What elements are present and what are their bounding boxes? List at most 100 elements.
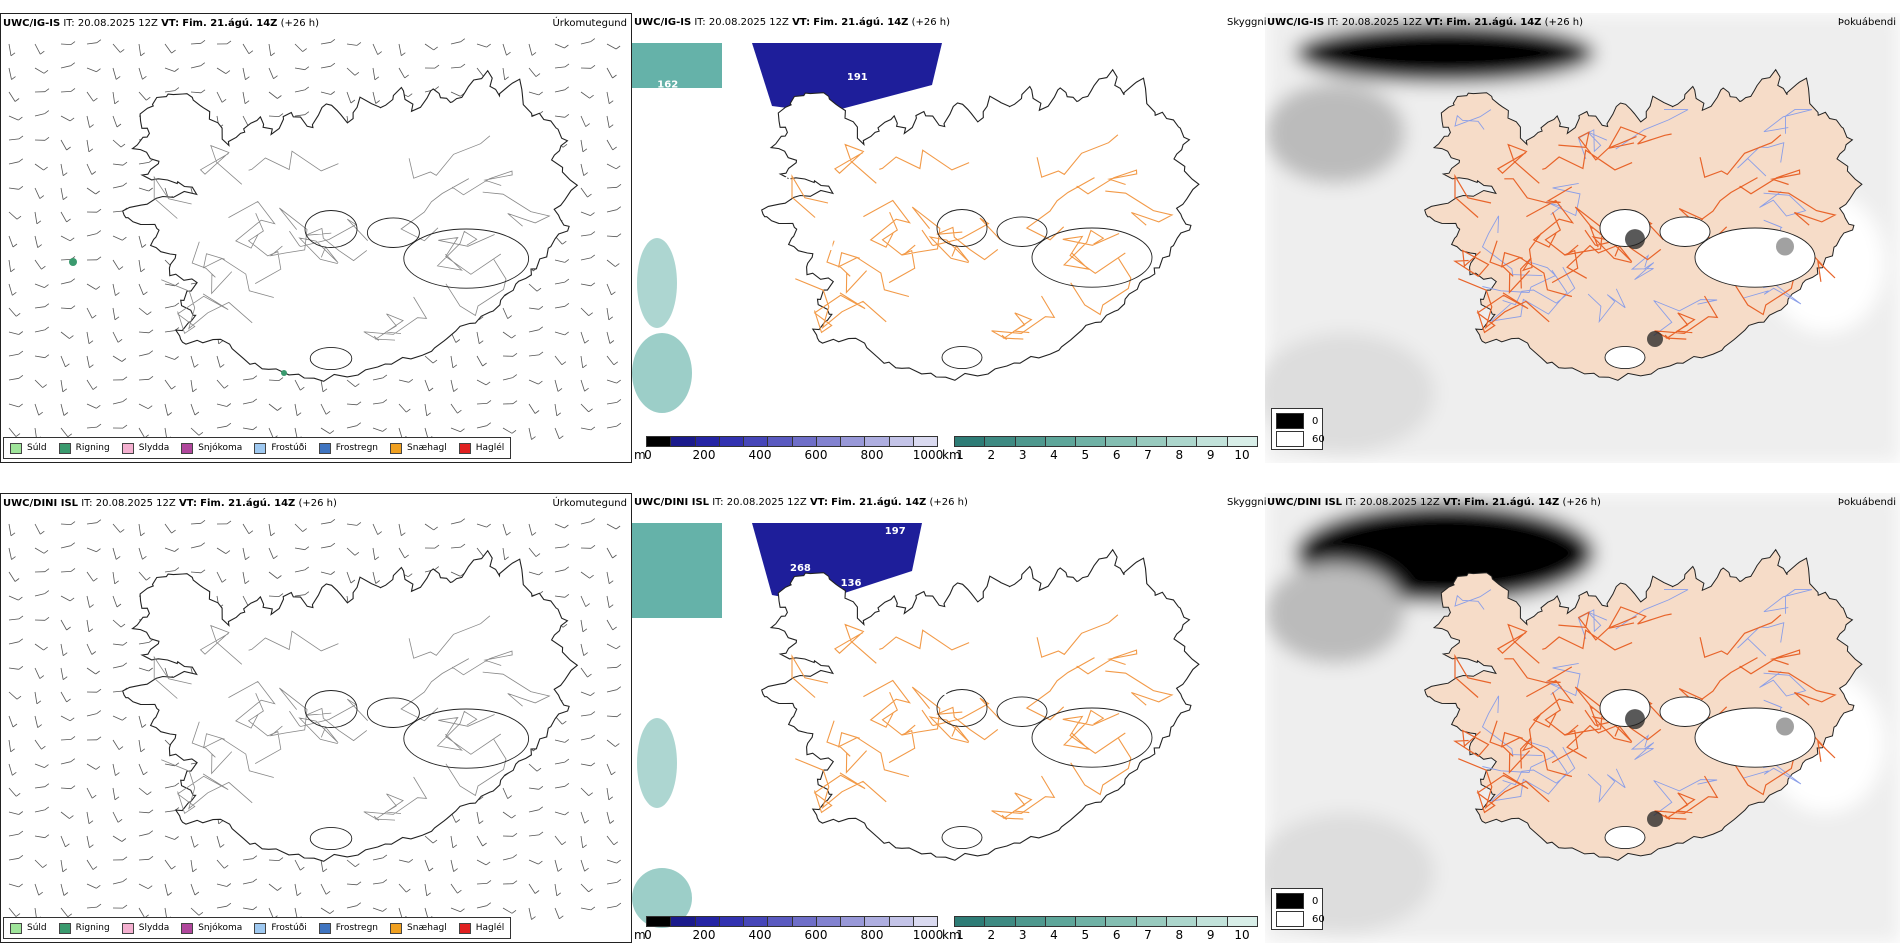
wind-barb-flag xyxy=(194,843,199,848)
wind-barb-flag xyxy=(616,859,621,864)
wind-barb xyxy=(242,881,253,885)
wind-barb xyxy=(242,595,249,607)
legend-swatch xyxy=(58,442,71,454)
wind-barb xyxy=(450,907,461,913)
wind-barb xyxy=(606,307,610,320)
wind-barb-flag xyxy=(122,662,128,667)
wind-barb xyxy=(528,834,540,837)
glacier-outline xyxy=(1694,227,1816,288)
wind-barb xyxy=(60,619,67,631)
wind-barb-flag xyxy=(96,256,102,261)
wind-barb-flag xyxy=(69,335,74,339)
wind-barb xyxy=(34,786,45,789)
wind-barb xyxy=(190,835,195,848)
wind-barb xyxy=(86,859,94,870)
wind-barb xyxy=(372,377,383,381)
wind-barb xyxy=(86,643,93,655)
wind-barb xyxy=(502,307,509,319)
wind-barb-flag xyxy=(512,352,518,357)
wind-barb-flag xyxy=(330,38,336,43)
wind-barb-flag xyxy=(198,431,204,436)
iceland-coastline xyxy=(122,549,579,862)
wind-barb xyxy=(242,858,253,861)
wind-barb-flag xyxy=(245,556,250,561)
wind-barb-flag xyxy=(564,86,570,91)
wind-barb-flag xyxy=(226,520,232,525)
wind-barb xyxy=(528,91,539,96)
wind-barb-flag xyxy=(582,148,588,153)
wind-barb xyxy=(450,571,461,577)
wind-barb-flag xyxy=(96,208,102,213)
wind-barb-flag xyxy=(140,748,146,753)
wind-barb-flag xyxy=(88,628,94,633)
wind-barb-flag xyxy=(147,885,153,890)
wind-barb xyxy=(398,859,409,863)
wind-barb xyxy=(112,835,123,842)
wind-barb-flag xyxy=(67,913,73,918)
wind-barb-flag xyxy=(512,832,518,837)
colorbar-swatch xyxy=(695,917,720,926)
cloud-base-panel-2: UWC/DINI ISL IT: 20.08.2025 12Z VT: Fim.… xyxy=(632,493,1264,943)
wind-barb-flag xyxy=(252,398,258,403)
wind-barb xyxy=(34,211,38,224)
wind-barb-flag xyxy=(507,315,512,319)
wind-barb-flag xyxy=(482,362,487,367)
wind-barb xyxy=(216,67,227,74)
wind-barb xyxy=(60,667,64,680)
wind-barb xyxy=(320,521,331,525)
wind-barb-flag xyxy=(355,383,360,388)
wind-barb xyxy=(424,379,430,392)
wind-barb-flag xyxy=(616,399,622,403)
wind-barb xyxy=(346,523,357,526)
wind-barb-flag xyxy=(512,374,518,378)
wind-barb xyxy=(190,355,195,368)
wind-barb-flag xyxy=(538,571,543,576)
wind-barb xyxy=(34,859,43,868)
colorbar-tick: 10 xyxy=(1234,928,1250,942)
fog-dense-area xyxy=(1295,23,1595,83)
wind-barb-flag xyxy=(174,548,179,552)
wind-barb-flag xyxy=(408,378,414,383)
wind-barb-flag xyxy=(92,386,98,390)
wind-barb xyxy=(554,739,565,743)
wind-barb-flag xyxy=(69,597,75,602)
wind-barb xyxy=(606,67,613,79)
wind-barb-flag xyxy=(171,49,176,54)
wind-barb-flag xyxy=(62,652,68,657)
wind-barb xyxy=(554,883,558,896)
wind-barb xyxy=(112,67,117,80)
colorbar-swatch xyxy=(1076,917,1107,926)
wind-barb-flag xyxy=(18,638,24,643)
legend-item-haglel: Haglél xyxy=(458,442,504,454)
wind-barb-flag xyxy=(10,268,15,273)
wind-barb xyxy=(580,307,589,316)
colorbar-tick: 5 xyxy=(1081,448,1090,462)
wind-barb xyxy=(164,379,172,390)
colorbar-swatch xyxy=(841,917,866,926)
wind-barb xyxy=(242,115,249,127)
wind-barb xyxy=(86,42,97,45)
wind-barb-flag xyxy=(538,785,544,790)
wind-barb xyxy=(554,546,566,549)
legend-item-snaehagl: Snæhagl xyxy=(390,922,447,934)
wind-barb xyxy=(138,67,143,80)
cloud-base-label: 30 xyxy=(752,637,766,648)
low-visibility-area xyxy=(632,868,692,928)
wind-barb xyxy=(606,715,618,718)
wind-barb xyxy=(554,403,558,416)
wind-barb xyxy=(164,283,175,287)
wind-barb xyxy=(138,353,149,357)
wind-barb xyxy=(346,859,356,868)
wind-barb xyxy=(580,163,585,176)
wind-barb xyxy=(86,426,98,429)
wind-barb-flag xyxy=(40,530,45,535)
legend-item-sudl: Súld xyxy=(10,442,47,454)
wind-barb-flag xyxy=(615,165,621,170)
cloud-base-label: 191 xyxy=(847,72,868,83)
wind-barb xyxy=(450,355,454,368)
precip-map xyxy=(8,38,622,441)
wind-barb xyxy=(320,859,324,872)
wind-barb-flag xyxy=(70,278,76,283)
wind-barb-flag xyxy=(434,64,440,69)
wind-barb-flag xyxy=(486,902,492,907)
